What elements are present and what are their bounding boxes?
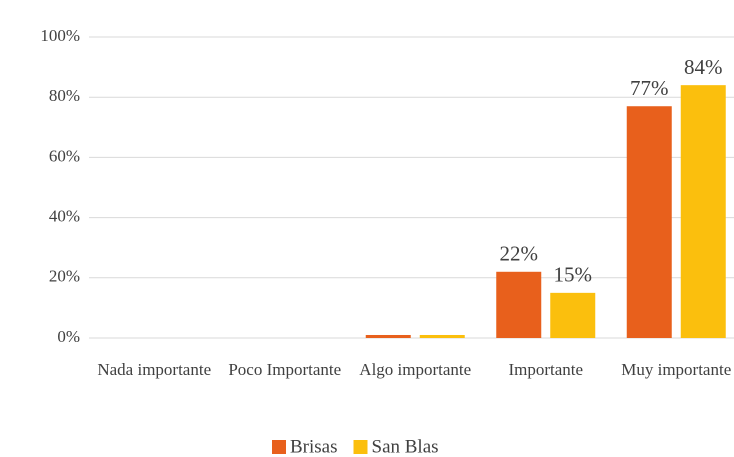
x-tick-label: Nada importante [97, 360, 212, 379]
bar [550, 292, 596, 338]
x-tick-label: Importante [508, 360, 584, 379]
y-tick-label: 20% [49, 267, 80, 286]
data-label: 84% [684, 55, 723, 79]
y-tick-label: 100% [40, 26, 80, 45]
y-tick-label: 60% [49, 146, 80, 165]
x-tick-label: Muy importante [621, 360, 732, 379]
bar [680, 85, 726, 338]
data-label: 15% [554, 263, 593, 287]
data-label: 22% [500, 242, 539, 266]
x-tick-label: Algo importante [359, 360, 472, 379]
y-tick-label: 40% [49, 207, 80, 226]
legend-swatch [353, 440, 368, 454]
legend-label: Brisas [290, 436, 338, 457]
bar [419, 334, 465, 338]
data-label: 77% [630, 76, 669, 100]
legend-swatch [272, 440, 286, 454]
legend-label: San Blas [372, 436, 439, 457]
x-tick-label: Poco Importante [228, 360, 342, 379]
y-tick-label: 0% [57, 327, 80, 346]
y-tick-label: 80% [49, 86, 80, 105]
bar [365, 334, 411, 338]
bar [626, 106, 672, 338]
bar [496, 271, 542, 338]
